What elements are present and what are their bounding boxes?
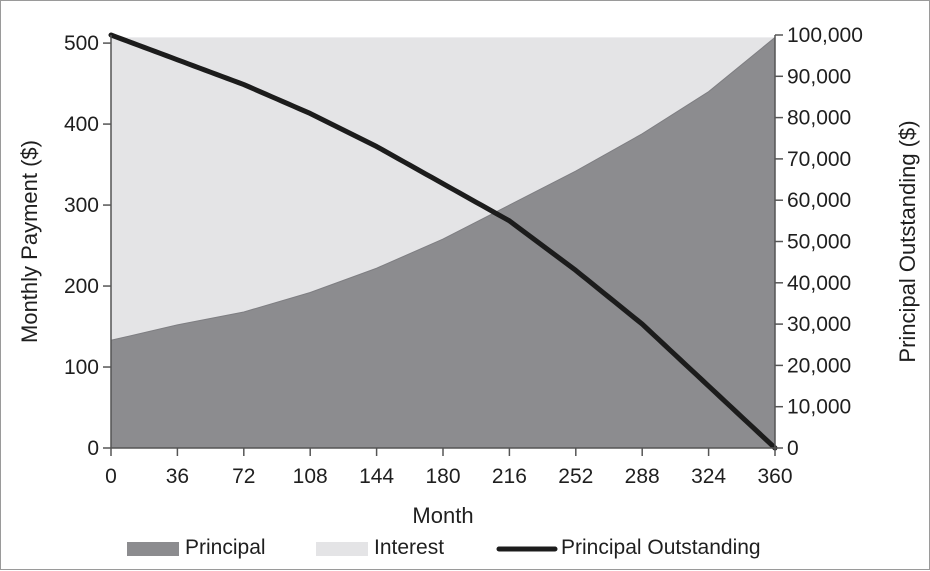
right-tick-label: 90,000: [787, 65, 851, 88]
left-tick-label: 100: [64, 356, 99, 379]
right-tick-label: 40,000: [787, 272, 851, 295]
principal-outstanding-point: [242, 83, 246, 87]
x-axis-title: Month: [412, 503, 473, 528]
right-tick-label: 100,000: [787, 24, 863, 47]
principal-outstanding-point: [707, 384, 711, 388]
right-tick-label: 50,000: [787, 231, 851, 254]
principal-outstanding-point: [574, 268, 578, 272]
x-tick-label: 36: [166, 465, 189, 488]
left-tick-label: 200: [64, 275, 99, 298]
right-tick-label: 60,000: [787, 189, 851, 212]
legend-swatch-0: [127, 542, 179, 556]
right-tick-label: 20,000: [787, 354, 851, 377]
x-tick-label: 72: [232, 465, 255, 488]
x-tick-label: 144: [359, 465, 394, 488]
principal-outstanding-point: [375, 145, 379, 149]
left-axis-title: Monthly Payment ($): [17, 140, 42, 343]
x-tick-label: 0: [105, 465, 117, 488]
left-tick-label: 500: [64, 32, 99, 55]
right-axis-title: Principal Outstanding ($): [895, 120, 920, 362]
left-tick-label: 400: [64, 113, 99, 136]
left-tick-label: 0: [87, 437, 99, 460]
left-tick-label: 300: [64, 194, 99, 217]
principal-outstanding-point: [441, 182, 445, 186]
legend-label-2: Principal Outstanding: [561, 536, 761, 559]
principal-outstanding-point: [175, 58, 179, 62]
x-tick-label: 216: [492, 465, 527, 488]
principal-area: [111, 37, 775, 448]
principal-area-boundary: [110, 37, 776, 341]
principal-outstanding-point: [308, 111, 312, 115]
x-tick-label: 108: [293, 465, 328, 488]
right-tick-label: 0: [787, 437, 799, 460]
x-tick-label: 324: [691, 465, 726, 488]
legend-label-1: Interest: [374, 536, 444, 559]
right-tick-label: 70,000: [787, 148, 851, 171]
x-tick-label: 180: [425, 465, 460, 488]
legend-label-0: Principal: [185, 536, 266, 559]
x-tick-label: 288: [625, 465, 660, 488]
legend-swatch-1: [316, 542, 368, 556]
right-tick-label: 30,000: [787, 313, 851, 336]
right-tick-label: 80,000: [787, 107, 851, 130]
x-tick-label: 360: [757, 465, 792, 488]
principal-outstanding-point: [640, 322, 644, 326]
right-tick-label: 10,000: [787, 396, 851, 419]
x-tick-label: 252: [558, 465, 593, 488]
principal-outstanding-point: [507, 219, 511, 223]
